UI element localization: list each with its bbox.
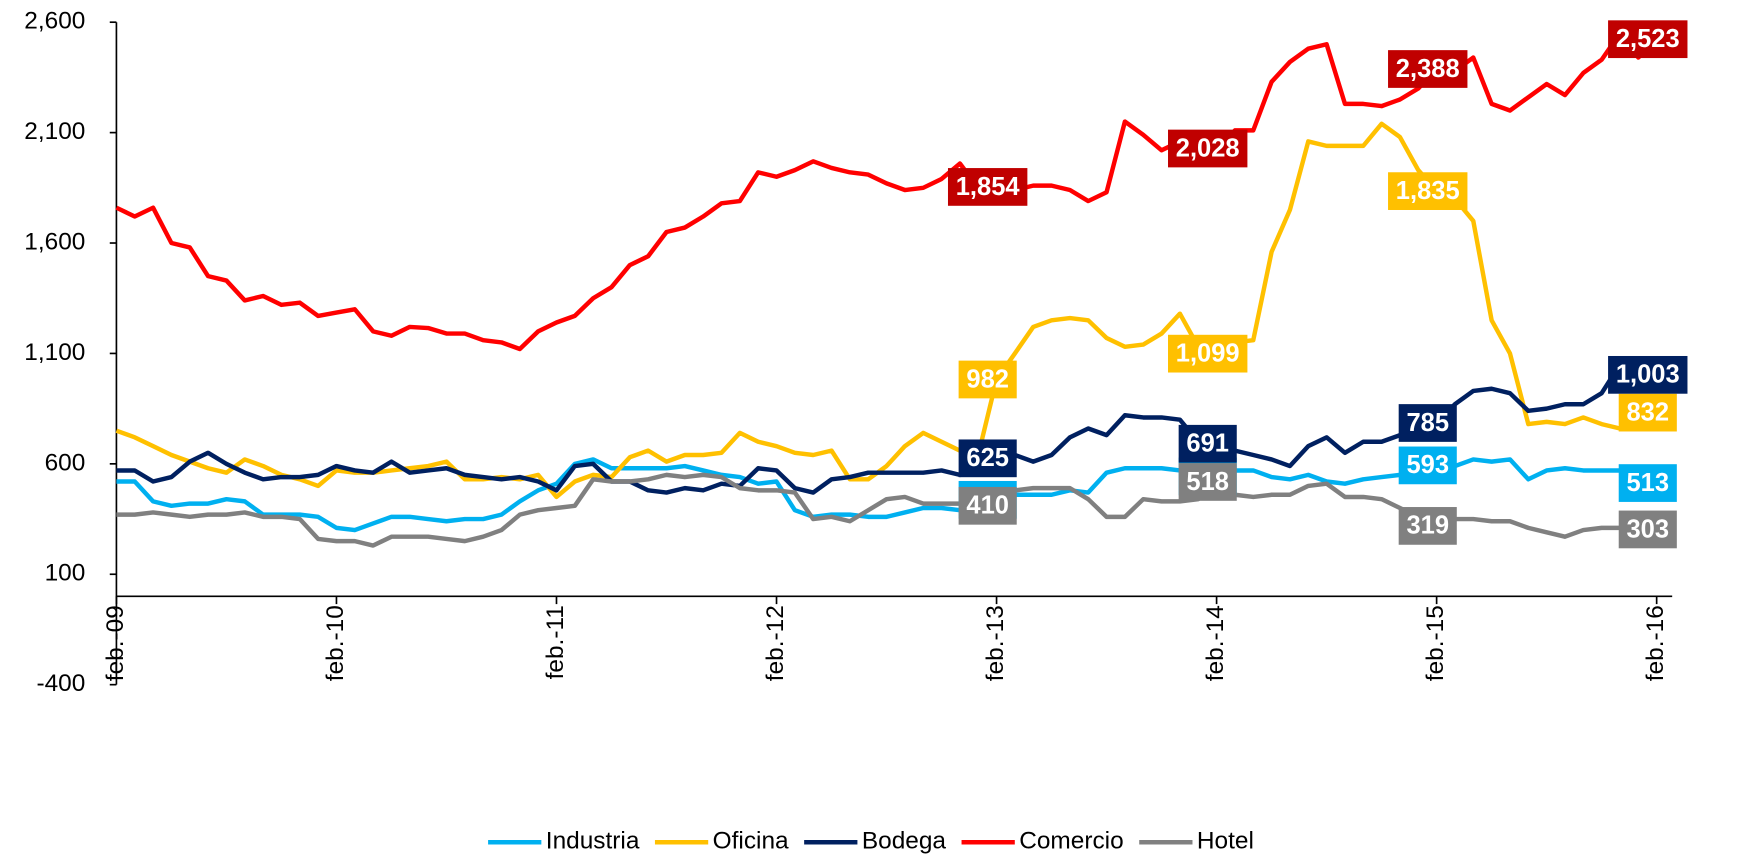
y-tick-label: 2,100 [24, 118, 85, 145]
data-label: 593 [1398, 446, 1457, 485]
data-label-box [1398, 446, 1457, 485]
data-label-box [1168, 129, 1248, 168]
data-label-box [1608, 20, 1688, 59]
data-label-text: 2,028 [1176, 134, 1240, 162]
data-label-text: 625 [966, 444, 1009, 472]
y-tick-label: -400 [36, 670, 85, 697]
data-label-box [958, 439, 1017, 478]
x-tick-label: feb.-10 [322, 605, 349, 681]
data-label: 303 [1618, 510, 1677, 549]
data-label: 832 [1618, 393, 1677, 432]
data-label-text: 410 [966, 492, 1009, 520]
data-label-text: 982 [966, 365, 1009, 393]
data-label: 625 [958, 439, 1017, 478]
data-label-box [1388, 172, 1468, 210]
data-label-box [1388, 50, 1468, 88]
data-label-box [1168, 334, 1248, 373]
data-label: 2,523 [1608, 20, 1688, 59]
data-label: 2,388 [1388, 50, 1468, 88]
data-label-box [1618, 393, 1677, 432]
data-label-box [1618, 510, 1677, 549]
data-label-text: 518 [1186, 468, 1229, 496]
x-tick-label: feb.-13 [982, 605, 1009, 681]
data-label-box [958, 486, 1017, 525]
x-tick-label: feb.-15 [1422, 605, 1449, 681]
data-label: 319 [1398, 507, 1457, 545]
data-label: 982 [958, 360, 1017, 399]
y-tick-label: 100 [45, 560, 86, 587]
data-label-text: 832 [1626, 398, 1669, 426]
legend-label: Industria [546, 828, 640, 855]
data-label-box [1398, 507, 1457, 545]
x-tick-label: feb.-09 [102, 605, 129, 681]
data-label-box [947, 168, 1028, 206]
data-label-text: 691 [1186, 430, 1229, 458]
data-label-box [1398, 404, 1457, 442]
data-label-text: 593 [1406, 451, 1449, 479]
data-label-text: 2,523 [1616, 25, 1680, 53]
data-label: 513 [1618, 464, 1677, 502]
data-label: 1,854 [947, 168, 1028, 206]
data-label: 1,099 [1168, 334, 1248, 373]
data-label: 2,028 [1168, 129, 1248, 168]
x-tick-label: feb.-14 [1202, 605, 1229, 681]
y-tick-label: 600 [45, 449, 86, 476]
data-label-box [1178, 424, 1237, 463]
legend-label: Comercio [1019, 828, 1123, 855]
data-label-box [1178, 463, 1237, 501]
data-label-text: 513 [1626, 469, 1669, 497]
legend-label: Bodega [862, 828, 947, 855]
data-label-text: 2,388 [1396, 55, 1460, 83]
x-tick-label: feb.-12 [762, 605, 789, 681]
legend-label: Hotel [1197, 828, 1254, 855]
data-label: 691 [1178, 424, 1237, 463]
data-label: 1,003 [1608, 355, 1688, 394]
x-tick-label: feb.-16 [1642, 605, 1669, 681]
data-label: 518 [1178, 463, 1237, 501]
data-label-text: 1,099 [1176, 339, 1240, 367]
data-label-box [1618, 464, 1677, 502]
data-label-box [958, 360, 1017, 399]
data-label-text: 1,854 [956, 173, 1021, 201]
data-label-text: 1,835 [1396, 177, 1460, 205]
y-tick-label: 1,600 [24, 228, 85, 255]
legend: Industria Oficina Bodega Comercio Hotel [488, 828, 1254, 855]
data-label-text: 319 [1406, 512, 1449, 540]
data-label-box [1608, 355, 1688, 394]
line-series [115, 31, 1659, 352]
data-label: 1,835 [1388, 172, 1468, 210]
x-tick-label: feb.-11 [542, 605, 569, 679]
legend-label: Oficina [713, 828, 789, 855]
data-label-text: 785 [1406, 409, 1449, 437]
y-tick-label: 1,100 [24, 339, 85, 366]
y-tick-label: 2,600 [24, 8, 85, 35]
data-label: 410 [958, 486, 1017, 525]
data-label-text: 1,003 [1616, 361, 1680, 389]
data-label-text: 303 [1626, 515, 1669, 543]
data-label: 785 [1398, 404, 1457, 442]
